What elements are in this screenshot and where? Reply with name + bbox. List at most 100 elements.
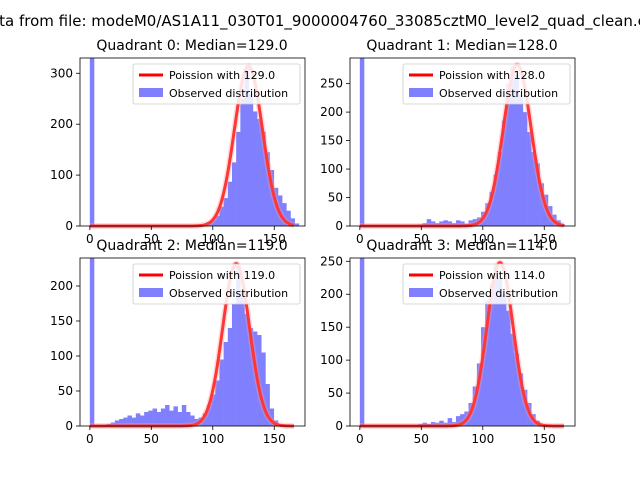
histogram-bar [215, 380, 220, 426]
x-tick-label: 150 [263, 232, 286, 246]
histogram-bar [489, 191, 494, 226]
histogram-bar [181, 405, 187, 426]
quadrant-3-legend-hist-swatch [409, 288, 433, 297]
quadrant-2-axes: 0 50 100 150 0 50 100 150 200 [50, 257, 306, 446]
histogram-bar [202, 413, 208, 426]
histogram-bar [269, 408, 275, 426]
histogram-bar [282, 203, 287, 226]
histogram-bar [219, 206, 224, 226]
histogram-bar [430, 422, 436, 426]
histogram-bar [497, 151, 503, 226]
histogram-bar [514, 75, 519, 226]
histogram-bar [510, 333, 515, 426]
quadrant-1-title: Quadrant 1: Median=128.0 [366, 38, 557, 54]
histogram-bar [294, 223, 300, 226]
histogram-bar [160, 408, 166, 426]
quadrant-0-axes: 0 50 100 150 0 100 200 300 [50, 57, 306, 246]
histogram-bar [110, 422, 116, 426]
histogram-bar [497, 277, 503, 426]
histogram-bar [460, 414, 465, 426]
y-tick-label: 250 [320, 254, 343, 268]
histogram-bar [215, 215, 220, 226]
quadrant-1-legend-fit-label: Poission with 128.0 [439, 69, 545, 82]
histogram-bar [455, 416, 461, 426]
quadrant-2-legend-hist-swatch [139, 288, 163, 297]
y-tick-label: 100 [50, 168, 73, 182]
histogram-bar [223, 342, 229, 426]
histogram-bar [211, 219, 216, 226]
histogram-bar [257, 335, 262, 426]
histogram-bar [493, 174, 499, 226]
y-tick-label: 50 [328, 191, 343, 205]
histogram-bar [447, 221, 453, 226]
quadrant-3-panel: Quadrant 3: Median=114.0 0 50 100 150 0 50 100… [320, 238, 576, 446]
histogram-bar [261, 131, 266, 226]
histogram-bar [476, 363, 482, 426]
quadrant-1-legend: Poission with 128.0 Observed distributio… [402, 63, 571, 105]
x-tick-label: 0 [86, 232, 94, 246]
x-tick-label: 0 [356, 432, 364, 446]
histogram-bar [261, 352, 266, 426]
histogram-bar [190, 415, 195, 426]
y-tick-label: 250 [320, 77, 343, 91]
quadrant-3-legend-frame [402, 263, 571, 305]
axes-frame [79, 257, 306, 427]
histogram-bar [114, 420, 120, 426]
histogram-bar [501, 294, 507, 426]
y-tick-label: 0 [335, 419, 343, 433]
quadrant-1-legend-frame [402, 63, 571, 105]
histogram-bar [123, 417, 128, 426]
y-tick-label: 0 [335, 219, 343, 233]
histogram-bar [252, 111, 258, 226]
axes-frame [349, 57, 576, 227]
quadrant-0-legend-frame [132, 63, 301, 105]
histogram-bar [152, 408, 158, 426]
quadrant-2-histogram [89, 258, 283, 426]
histogram-bar [177, 412, 183, 426]
histogram-bar [248, 93, 254, 226]
histogram-bar [265, 384, 270, 426]
quadrant-2-legend-hist-label: Observed distribution [169, 287, 288, 300]
y-tick-label: 150 [50, 314, 73, 328]
histogram-bar [522, 389, 528, 426]
quadrant-2-title: Quadrant 2: Median=119.0 [96, 238, 287, 254]
x-tick-label: 150 [263, 432, 286, 446]
histogram-bar [185, 412, 191, 426]
histogram-bar [435, 422, 440, 426]
x-tick-label: 50 [414, 232, 429, 246]
x-tick-label: 100 [471, 232, 494, 246]
histogram-bar [426, 219, 432, 226]
histogram-bar [231, 303, 237, 426]
quadrant-2-legend: Poission with 119.0 Observed distributio… [132, 263, 301, 305]
histogram-bar [127, 415, 132, 426]
histogram-bar [244, 68, 249, 227]
histogram-bar [518, 373, 524, 426]
histogram-bar [227, 328, 233, 426]
histogram-bar [211, 394, 216, 426]
histogram-bar [131, 417, 137, 426]
quadrant-3-title: Quadrant 3: Median=114.0 [366, 238, 557, 254]
histogram-bar [481, 327, 486, 426]
quadrant-1-legend-hist-swatch [409, 88, 433, 97]
quadrant-1-axes: 0 50 100 150 0 50 100 150 200 250 [320, 57, 576, 246]
quadrant-0-legend: Poission with 129.0 Observed distributio… [132, 63, 301, 105]
histogram-bar [506, 310, 511, 426]
quadrant-0-legend-hist-label: Observed distribution [169, 87, 288, 100]
quadrant-2-panel: Quadrant 2: Median=119.0 0 50 100 150 0 50 100… [50, 238, 306, 446]
histogram-bar [489, 284, 494, 426]
y-tick-label: 0 [65, 419, 73, 433]
histogram-bar [236, 131, 241, 226]
histogram-bar [506, 83, 511, 226]
histogram-bar [148, 410, 153, 426]
y-tick-label: 300 [50, 66, 73, 80]
histogram-bar [156, 412, 162, 426]
histogram-bar [430, 221, 436, 226]
y-tick-label: 100 [50, 349, 73, 363]
histogram-bar [248, 328, 254, 426]
histogram-bar [439, 221, 444, 226]
histogram-bar [460, 221, 465, 226]
histogram-bar [144, 412, 149, 426]
histogram-bar [290, 218, 295, 226]
histogram-bar [493, 264, 499, 426]
histogram-bar [501, 120, 507, 226]
